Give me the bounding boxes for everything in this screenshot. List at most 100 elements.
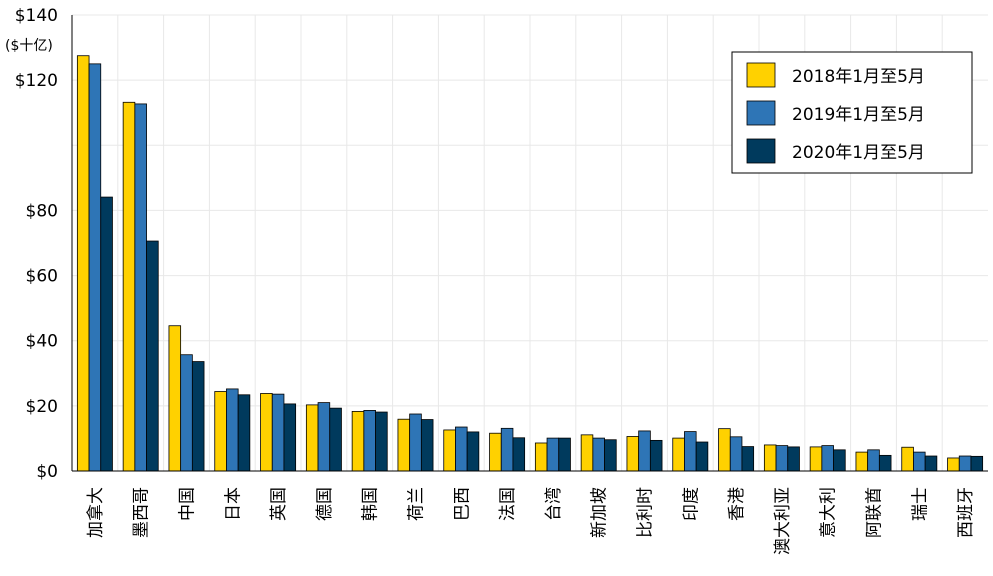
bar: [88, 63, 102, 472]
bar: [592, 437, 605, 472]
bar: [626, 436, 640, 472]
category-label: 新加坡: [590, 487, 610, 538]
bar: [226, 388, 239, 472]
bar: [924, 455, 938, 472]
bar: [76, 55, 90, 472]
y-tick-label: $140: [15, 6, 58, 26]
bar: [180, 354, 193, 472]
bar: [729, 436, 743, 472]
bar: [855, 451, 869, 472]
bar: [305, 404, 319, 472]
category-label: 德国: [315, 487, 335, 521]
bar: [122, 101, 136, 472]
bar: [466, 431, 480, 472]
bar: [351, 410, 365, 472]
bar: [534, 442, 548, 472]
bar: [363, 410, 376, 472]
bar: [512, 437, 526, 472]
category-label: 加拿大: [85, 487, 106, 538]
y-tick-label: $40: [26, 332, 58, 352]
category-label: 澳大利亚: [773, 487, 793, 555]
bar: [867, 449, 880, 472]
bar: [271, 393, 285, 472]
bars: [76, 55, 984, 472]
bar: [695, 441, 709, 472]
legend-label: 2018年1月至5月: [792, 67, 925, 87]
category-label: 瑞士: [910, 487, 930, 521]
bar: [684, 431, 697, 472]
y-tick-label: $0: [36, 462, 58, 482]
y-tick-label: $20: [26, 397, 58, 417]
bar: [191, 361, 205, 472]
category-label: 巴西: [452, 487, 472, 521]
legend-swatch: [746, 100, 776, 126]
bar: [604, 439, 617, 472]
bar: [375, 411, 388, 472]
bar: [718, 428, 731, 472]
category-label: 英国: [269, 487, 289, 521]
bar: [134, 103, 147, 472]
bar: [237, 394, 251, 472]
bar: [409, 413, 422, 472]
bar: [878, 454, 892, 472]
legend: 2018年1月至5月 2019年1月至5月 2020年1月至5月: [731, 51, 973, 174]
legend-label: 2019年1月至5月: [792, 105, 925, 125]
bar: [638, 430, 651, 472]
bar: [420, 419, 434, 472]
category-label: 韩国: [361, 487, 381, 521]
category-label: 法国: [498, 487, 518, 521]
y-tick-label: $80: [26, 201, 58, 221]
bar: [787, 446, 800, 472]
category-label: 荷兰: [407, 487, 427, 521]
bar: [283, 403, 297, 472]
category-label: 日本: [223, 487, 243, 521]
bar: [214, 391, 227, 472]
bar: [833, 449, 846, 472]
bar: [901, 446, 914, 472]
bar: [558, 437, 571, 472]
category-labels: 加拿大 墨西哥 中国 日本 英国 德国 韩国 荷兰 巴西 法国 台湾 新加坡 比利时 印度 香港 澳大利亚 意大…: [85, 487, 976, 555]
bar: [260, 393, 273, 472]
bar: [397, 418, 411, 472]
legend-swatch: [746, 138, 776, 164]
bar: [500, 427, 514, 472]
bar: [546, 437, 560, 472]
y-axis-ticks: $0 $20 $40 $60 $80 $120 $140: [15, 6, 58, 482]
category-label: 墨西哥: [132, 487, 152, 538]
axes: [71, 15, 988, 472]
bar: [146, 240, 159, 472]
bar: [913, 451, 926, 472]
legend-label: 2020年1月至5月: [792, 143, 925, 163]
bar: [329, 407, 342, 472]
bar: [821, 445, 834, 472]
y-axis-unit-label: ($十亿): [5, 38, 53, 54]
category-label: 意大利: [819, 487, 839, 538]
bar: [168, 325, 182, 472]
category-label: 阿联酋: [865, 487, 885, 538]
bar: [649, 439, 663, 472]
bar: [970, 455, 984, 472]
category-label: 香港: [727, 487, 747, 521]
category-label: 中国: [178, 487, 198, 521]
bar: [809, 446, 823, 472]
category-label: 西班牙: [956, 487, 976, 538]
bar: [443, 429, 456, 472]
bar: [775, 445, 789, 472]
bar: [489, 432, 502, 472]
bar: [741, 446, 755, 472]
y-tick-label: $60: [26, 267, 58, 287]
category-label: 比利时: [636, 487, 656, 538]
category-label: 印度: [681, 487, 701, 521]
bar: [455, 426, 468, 472]
bar: [317, 402, 331, 472]
bar: [100, 196, 113, 472]
bar: [672, 437, 685, 472]
y-tick-label: $120: [15, 71, 58, 91]
bar: [580, 434, 594, 472]
bar: [763, 444, 777, 472]
legend-swatch: [746, 62, 776, 88]
gridlines: [72, 14, 988, 471]
category-label: 台湾: [544, 487, 564, 521]
bar: [947, 457, 960, 472]
